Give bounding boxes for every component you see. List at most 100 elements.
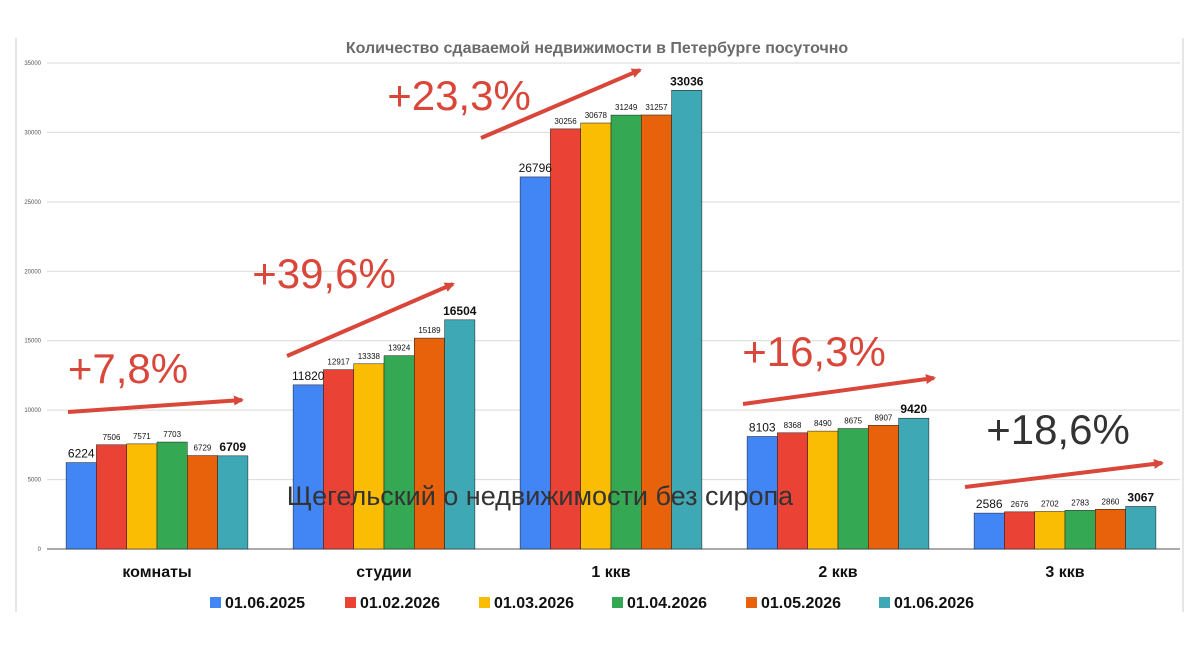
bar xyxy=(746,436,778,550)
x-axis: комнаты студии 1 ккв 2 ккв 3 ккв xyxy=(122,564,1084,581)
bar xyxy=(353,363,385,550)
bar-value-label: 8490 xyxy=(814,419,832,428)
y-tick-label: 10000 xyxy=(24,408,41,414)
bar xyxy=(777,432,808,550)
bar-value-label: 6709 xyxy=(219,440,246,454)
bar xyxy=(1004,511,1035,550)
bar xyxy=(610,114,642,550)
legend-label: 01.04.2026 xyxy=(627,595,707,612)
y-tick-label: 5000 xyxy=(28,478,42,484)
bar-value-label: 3067 xyxy=(1127,490,1154,504)
bar xyxy=(898,417,930,550)
growth-arrow xyxy=(67,395,244,414)
bar-value-label: 31257 xyxy=(645,103,668,112)
bar xyxy=(217,455,249,550)
growth-label: +16,3% xyxy=(742,328,886,375)
bar-value-label: 9420 xyxy=(900,402,927,416)
y-tick-label: 25000 xyxy=(24,200,41,206)
bar-value-label: 7506 xyxy=(103,433,121,442)
bar xyxy=(868,425,899,550)
growth-label: +23,3% xyxy=(387,72,531,119)
bar-value-label: 8103 xyxy=(749,420,776,434)
bar-value-label: 13924 xyxy=(388,344,411,353)
bar-value-label: 7571 xyxy=(133,432,151,441)
bar-value-label: 8675 xyxy=(844,417,862,426)
legend-label: 01.06.2025 xyxy=(225,595,305,612)
bars xyxy=(65,90,1157,550)
bar xyxy=(96,444,127,550)
bar xyxy=(65,462,97,550)
bar-value-label: 2586 xyxy=(976,497,1003,511)
bar xyxy=(550,128,581,550)
bar-value-label: 7703 xyxy=(163,430,181,439)
x-tick-label: студии xyxy=(356,564,411,581)
legend-swatch xyxy=(612,597,623,608)
y-tick-label: 20000 xyxy=(24,269,41,275)
growth-label: +18,6% xyxy=(986,406,1130,453)
bar xyxy=(383,355,415,550)
bar-value-label: 13338 xyxy=(358,352,381,361)
bar-value-label: 33036 xyxy=(670,74,704,88)
growth-arrow xyxy=(964,459,1164,489)
growth-annotations: +7,8% +39,6% +23,3% +16,3% +18,6% xyxy=(67,68,1164,489)
x-tick-label: 1 ккв xyxy=(591,564,630,581)
bar xyxy=(156,441,188,550)
x-tick-label: 3 ккв xyxy=(1045,564,1084,581)
bar xyxy=(323,369,354,550)
growth-label: +39,6% xyxy=(252,250,396,297)
legend-swatch xyxy=(879,597,890,608)
legend-label: 01.06.2026 xyxy=(894,595,974,612)
bar-value-label: 11820 xyxy=(292,369,325,383)
bar-value-label: 2702 xyxy=(1041,499,1059,508)
y-tick-label: 35000 xyxy=(24,61,41,67)
legend-swatch xyxy=(746,597,757,608)
growth-arrow xyxy=(742,374,936,406)
bar xyxy=(837,428,869,550)
x-tick-label: комнаты xyxy=(122,564,191,581)
bar-value-label: 26796 xyxy=(519,161,553,175)
y-tick-label: 0 xyxy=(38,547,42,553)
bar xyxy=(1034,511,1066,550)
legend: 01.06.2025 01.02.2026 01.03.2026 01.04.2026… xyxy=(210,595,974,612)
bar xyxy=(973,512,1005,550)
growth-arrow xyxy=(286,282,455,358)
bar-value-label: 16504 xyxy=(443,304,477,318)
y-tick-label: 15000 xyxy=(24,339,41,345)
bar xyxy=(1125,506,1157,550)
bar-value-label: 8368 xyxy=(784,421,802,430)
bar xyxy=(414,337,445,550)
bar-value-label: 31249 xyxy=(615,103,638,112)
legend-swatch xyxy=(210,597,221,608)
bar xyxy=(807,430,839,550)
watermark: Щегельский о недвижимости без сиропа xyxy=(287,481,794,511)
growth-arrow xyxy=(480,68,642,140)
bar xyxy=(671,90,703,550)
bar-value-label: 15189 xyxy=(418,326,441,335)
x-tick-label: 2 ккв xyxy=(818,564,857,581)
bar-value-label: 30256 xyxy=(554,117,577,126)
bar-value-label: 8907 xyxy=(875,413,893,422)
bar xyxy=(641,114,672,550)
legend-label: 01.02.2026 xyxy=(360,595,440,612)
bar-value-label: 2783 xyxy=(1071,498,1089,507)
bar-value-label: 2676 xyxy=(1011,500,1029,509)
legend-swatch xyxy=(345,597,356,608)
y-tick-label: 30000 xyxy=(24,130,41,136)
bar-value-label: 2860 xyxy=(1102,497,1120,506)
bar xyxy=(1095,509,1126,550)
bar xyxy=(1064,510,1096,550)
bar xyxy=(126,443,158,550)
bar xyxy=(580,122,612,550)
chart-title: Количество сдаваемой недвижимости в Пете… xyxy=(346,40,849,57)
bar-value-label: 12917 xyxy=(327,358,350,367)
bar-value-label: 6729 xyxy=(194,444,212,453)
legend-label: 01.03.2026 xyxy=(494,595,574,612)
bar xyxy=(292,384,324,550)
bar xyxy=(519,176,551,550)
bar xyxy=(444,319,476,550)
bar xyxy=(187,455,218,550)
y-axis: 0 5000 10000 15000 20000 25000 30000 35000 xyxy=(24,61,41,553)
legend-swatch xyxy=(479,597,490,608)
